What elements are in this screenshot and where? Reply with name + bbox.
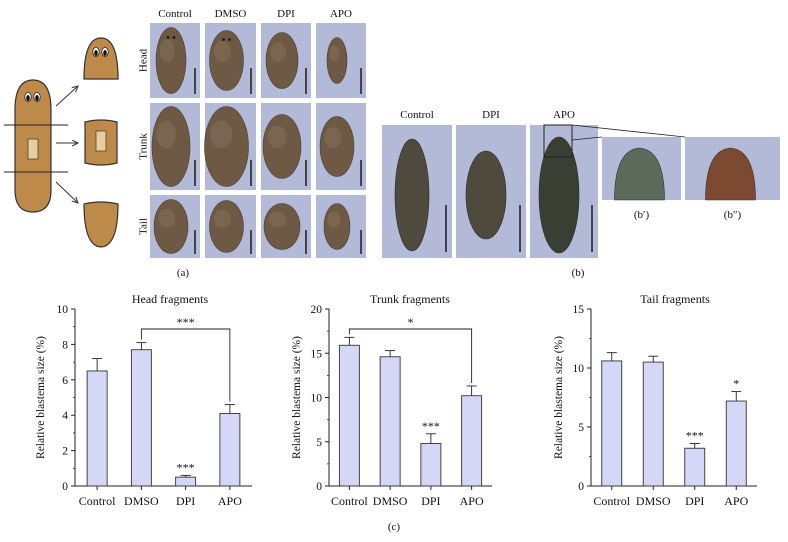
panel-a-col-label: DMSO bbox=[215, 8, 247, 20]
bar bbox=[86, 370, 108, 487]
x-tick-label: APO bbox=[724, 494, 748, 508]
y-tick-label: 15 bbox=[311, 348, 323, 360]
y-axis-label: Relative blastema size (%) bbox=[291, 336, 303, 459]
bar bbox=[379, 356, 401, 487]
worm-photo bbox=[316, 23, 366, 98]
bar-chart: Tail fragments Relative blastema size (%)… bbox=[553, 292, 757, 508]
y-tick-label: 6 bbox=[62, 375, 68, 387]
x-tick-label: DPI bbox=[176, 494, 195, 508]
panel-a-row-label: Head bbox=[138, 48, 150, 72]
chart-title: Tail fragments bbox=[640, 292, 710, 306]
panel-a-col-label: DPI bbox=[277, 8, 295, 20]
amputation-schematic bbox=[4, 37, 119, 248]
bar bbox=[725, 400, 747, 487]
y-tick-label: 0 bbox=[62, 481, 68, 493]
zoom-box bbox=[543, 124, 573, 158]
zoom-inset bbox=[602, 137, 681, 201]
bar bbox=[175, 476, 197, 487]
y-axis-label: Relative blastema size (%) bbox=[553, 336, 565, 459]
worm-photo bbox=[316, 103, 366, 190]
schematic-tail-fragment bbox=[83, 201, 119, 248]
significance-bracket bbox=[348, 328, 473, 383]
x-tick-label: DMSO bbox=[124, 494, 159, 508]
worm-photo bbox=[382, 125, 452, 258]
x-tick-label: APO bbox=[460, 494, 484, 508]
panel-b-col-label: DPI bbox=[482, 109, 500, 121]
worm-photo bbox=[261, 195, 311, 258]
y-tick-label: 0 bbox=[578, 481, 584, 493]
panel-b-photos: Control DPI APO (b′) (b″) bbox=[382, 109, 780, 258]
x-tick-label: DPI bbox=[421, 494, 440, 508]
significance-label: *** bbox=[686, 429, 704, 443]
schematic-head-fragment bbox=[83, 37, 119, 80]
y-tick-label: 8 bbox=[62, 339, 68, 351]
worm-photo bbox=[150, 195, 200, 258]
significance-label: * bbox=[733, 377, 739, 391]
y-tick-label: 5 bbox=[578, 422, 584, 434]
bar bbox=[461, 395, 483, 487]
x-tick-label: APO bbox=[218, 494, 242, 508]
arrow-to-head bbox=[55, 86, 78, 107]
inset-label: (b′) bbox=[634, 209, 650, 221]
arrow-to-tail bbox=[55, 181, 78, 203]
chart-title: Head fragments bbox=[132, 292, 209, 306]
panel-a-photo-grid: Control DMSO DPI APO Head Trunk Tail bbox=[138, 8, 366, 258]
panel-b-col-label: Control bbox=[400, 109, 434, 121]
y-tick-label: 0 bbox=[316, 481, 322, 493]
worm-photo bbox=[316, 195, 366, 258]
x-tick-label: Control bbox=[79, 494, 116, 508]
y-tick-label: 4 bbox=[62, 410, 68, 422]
bar bbox=[601, 360, 623, 487]
worm-photo bbox=[205, 23, 256, 98]
chart-title: Trunk fragments bbox=[370, 292, 450, 306]
y-tick-label: 10 bbox=[573, 363, 585, 375]
x-tick-label: DPI bbox=[685, 494, 704, 508]
bar-chart: Head fragments Relative blastema size (%)… bbox=[35, 292, 252, 508]
bar bbox=[684, 447, 706, 487]
significance-label: *** bbox=[422, 419, 440, 433]
bar bbox=[219, 412, 241, 487]
worm-photo bbox=[261, 23, 311, 98]
panel-a-label: (a) bbox=[177, 267, 190, 279]
significance-label: *** bbox=[177, 460, 195, 474]
panel-b-col-label: APO bbox=[553, 109, 575, 121]
worm-photo bbox=[261, 103, 311, 190]
panel-c-label: (c) bbox=[388, 521, 401, 533]
panel-a-col-label: Control bbox=[158, 8, 192, 20]
bar bbox=[338, 344, 360, 487]
panel-a-col-label: APO bbox=[330, 8, 352, 20]
panel-a-row-label: Tail bbox=[138, 218, 150, 235]
worm-photo bbox=[150, 103, 200, 190]
y-axis-label: Relative blastema size (%) bbox=[35, 336, 47, 459]
y-tick-label: 20 bbox=[311, 304, 323, 316]
y-tick-label: 5 bbox=[316, 437, 322, 449]
panel-a-row-label: Trunk bbox=[138, 133, 150, 160]
significance-bracket bbox=[140, 328, 231, 402]
zoom-inset bbox=[685, 137, 780, 201]
bar bbox=[642, 361, 664, 487]
bracket-label: * bbox=[408, 315, 414, 329]
bar-chart: Trunk fragments Relative blastema size (%… bbox=[291, 292, 492, 508]
y-tick-label: 10 bbox=[311, 393, 323, 405]
worm-photo bbox=[530, 125, 598, 258]
panel-b-label: (b) bbox=[572, 267, 585, 279]
x-tick-label: DMSO bbox=[636, 494, 671, 508]
worm-photo bbox=[204, 103, 256, 190]
bar bbox=[130, 349, 152, 487]
y-tick-label: 2 bbox=[62, 446, 68, 458]
inset-label: (b″) bbox=[724, 209, 742, 221]
y-tick-label: 10 bbox=[57, 304, 69, 316]
y-tick-label: 15 bbox=[573, 304, 585, 316]
x-tick-label: Control bbox=[331, 494, 368, 508]
panel-c-charts: Head fragments Relative blastema size (%)… bbox=[35, 292, 757, 508]
worm-photo bbox=[205, 195, 256, 258]
worm-photo bbox=[150, 23, 200, 98]
bracket-label: *** bbox=[177, 315, 195, 329]
bar bbox=[420, 443, 442, 487]
x-tick-label: DMSO bbox=[373, 494, 408, 508]
x-tick-label: Control bbox=[593, 494, 630, 508]
schematic-pharynx bbox=[27, 138, 39, 160]
worm-photo bbox=[456, 125, 526, 258]
